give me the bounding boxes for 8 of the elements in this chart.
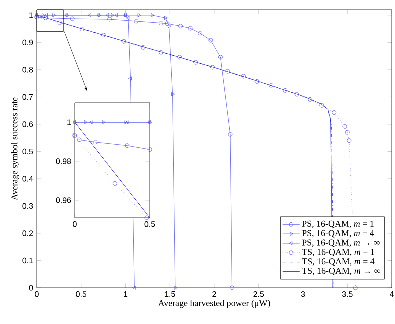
legend-label: PS, 16-QAM, m = 1: [302, 220, 374, 228]
legend-label: TS, 16-QAM, m = 4: [302, 258, 375, 266]
y-axis-title: Average symbol success rate: [11, 98, 20, 200]
legend-label: TS, 16-QAM, m = 1: [302, 249, 374, 257]
legend-label: TS, 16-QAM, m → ∞: [302, 268, 380, 276]
x-axis-title: Average harvested power (μW): [158, 300, 270, 308]
legend-label: PS, 16-QAM, m → ∞: [302, 240, 380, 248]
legend-label: PS, 16-QAM, m = 4: [302, 230, 374, 238]
